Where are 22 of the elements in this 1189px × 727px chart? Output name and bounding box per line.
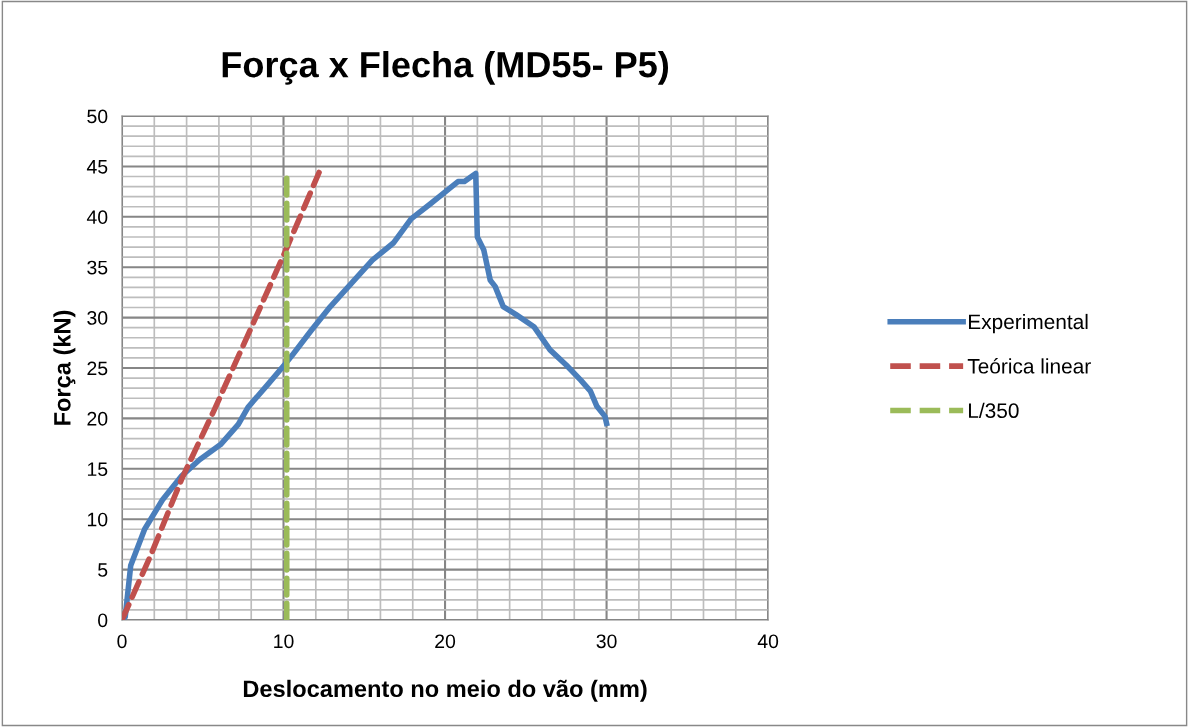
legend-label: Teórica linear — [967, 358, 1091, 374]
y-tick-label: 10 — [87, 512, 108, 527]
y-tick-label: 35 — [87, 260, 108, 275]
y-tick-label: 5 — [98, 563, 108, 577]
x-axis-title: Deslocamento no meio do vão (mm) — [243, 679, 647, 702]
y-tick-label: 45 — [86, 160, 108, 174]
x-tick-label: 40 — [757, 634, 779, 649]
y-tick-label: 40 — [86, 210, 108, 225]
x-tick-label: 10 — [274, 634, 294, 649]
y-tick-label: 0 — [98, 613, 108, 628]
legend-label: L/350 — [969, 402, 1019, 419]
chart-title: Força x Flecha (MD55- P5) — [222, 50, 669, 85]
y-tick-label: 30 — [87, 311, 108, 325]
y-tick-label: 50 — [87, 109, 108, 124]
x-tick-label: 20 — [435, 634, 456, 649]
x-tick-label: 30 — [596, 634, 617, 649]
y-tick-label: 15 — [87, 462, 108, 477]
x-tick-label: 0 — [117, 634, 127, 649]
y-axis-title: Força (kN) — [53, 310, 76, 425]
y-tick-label: 25 — [87, 361, 108, 376]
legend-label: Experimental — [969, 313, 1088, 334]
y-tick-label: 20 — [87, 411, 108, 426]
